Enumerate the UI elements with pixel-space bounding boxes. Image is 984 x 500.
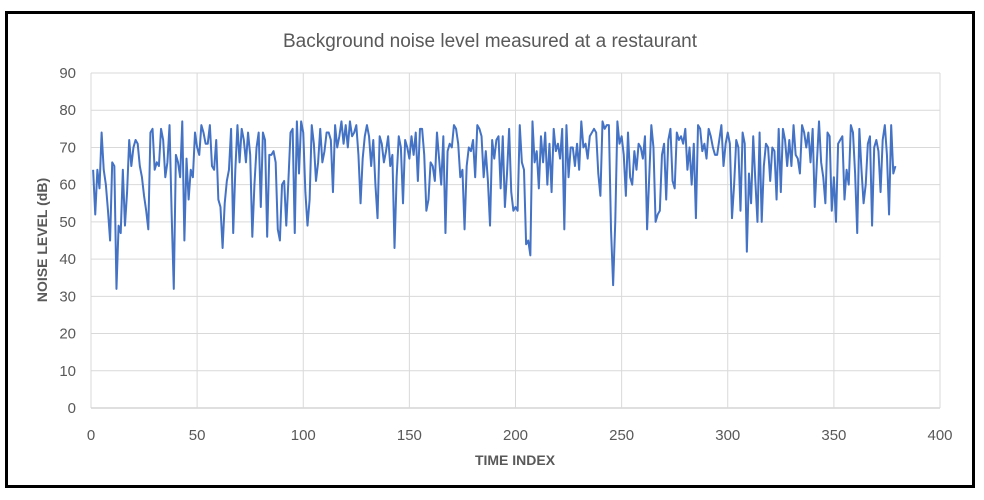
x-tick-label: 0 <box>87 427 95 444</box>
series-line <box>92 120 897 290</box>
x-tick-label: 100 <box>291 427 316 444</box>
x-axis-title: TIME INDEX <box>475 452 556 468</box>
y-tick-label: 50 <box>59 214 76 231</box>
y-tick-label: 10 <box>59 363 76 380</box>
y-tick-label: 80 <box>59 102 76 119</box>
x-tick-label: 250 <box>609 427 634 444</box>
gridlines <box>90 72 941 409</box>
x-tick-label: 50 <box>189 427 206 444</box>
y-axis-ticks: 0 10 20 30 40 50 60 70 80 90 <box>59 65 76 417</box>
y-tick-label: 40 <box>59 251 76 268</box>
y-tick-label: 70 <box>59 139 76 156</box>
x-tick-label: 150 <box>397 427 422 444</box>
x-tick-label: 350 <box>821 427 846 444</box>
y-axis-title: NOISE LEVEL (dB) <box>34 178 50 302</box>
chart-title: Background noise level measured at a res… <box>283 31 698 52</box>
y-tick-label: 20 <box>59 326 76 343</box>
y-tick-label: 0 <box>68 400 76 417</box>
x-tick-label: 300 <box>715 427 740 444</box>
y-tick-label: 90 <box>59 65 76 82</box>
y-tick-label: 60 <box>59 177 76 194</box>
y-tick-label: 30 <box>59 288 76 305</box>
series-group <box>92 120 897 290</box>
x-tick-label: 200 <box>503 427 528 444</box>
x-tick-label: 400 <box>927 427 952 444</box>
x-axis-ticks: 0 50 100 150 200 250 300 350 400 <box>87 427 953 444</box>
